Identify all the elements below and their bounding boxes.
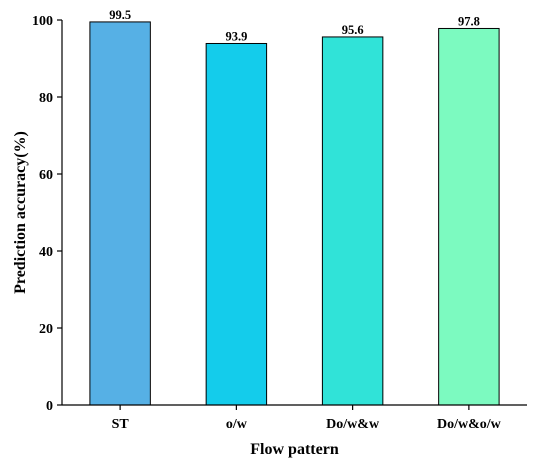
bar-4 <box>438 27 500 406</box>
data-label: 95.6 <box>342 23 364 37</box>
x-tick-label: ST <box>112 417 130 432</box>
y-tick-label: 0 <box>46 399 53 414</box>
data-labels: 99.5 93.9 95.6 97.8 <box>109 8 480 44</box>
x-tick-label: Do/w&w <box>326 417 380 432</box>
data-label: 97.8 <box>458 14 480 28</box>
y-ticks: 0 20 40 60 80 100 <box>32 14 62 414</box>
y-tick-label: 80 <box>39 91 53 106</box>
data-label: 93.9 <box>225 29 247 43</box>
x-axis-title: Flow pattern <box>250 441 339 458</box>
x-ticks: ST o/w Do/w&w Do/w&o/w <box>112 405 502 432</box>
y-tick-label: 60 <box>39 168 53 183</box>
y-tick-label: 40 <box>39 245 53 260</box>
axes <box>61 20 527 406</box>
y-tick-label: 100 <box>32 14 53 29</box>
y-tick-label: 20 <box>39 322 53 337</box>
data-label: 99.5 <box>109 8 131 22</box>
bar-1 <box>89 21 151 406</box>
bars <box>89 21 500 406</box>
y-axis-title: Prediction accuracy(%) <box>12 131 29 294</box>
bar-2 <box>205 42 268 406</box>
bar-3 <box>321 36 384 406</box>
x-tick-label: Do/w&o/w <box>437 417 502 432</box>
x-tick-label: o/w <box>226 417 248 432</box>
